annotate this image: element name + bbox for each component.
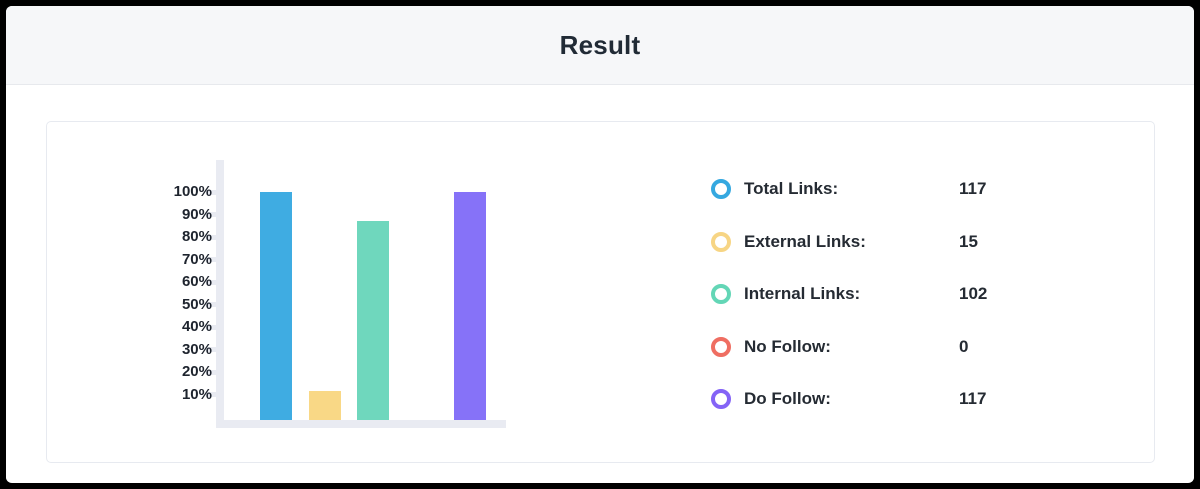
legend-row-total-links: Total Links: 117 — [711, 177, 986, 201]
bar-total-links — [260, 192, 292, 420]
y-axis-tick — [206, 302, 217, 307]
bar-external-links — [308, 390, 341, 420]
y-axis-label: 20% — [181, 363, 212, 380]
bar-internal-links — [357, 221, 389, 420]
legend-row-external-links: External Links: 15 — [711, 230, 978, 254]
y-axis-tick — [206, 324, 217, 330]
result-header: Result — [6, 6, 1194, 85]
result-window: Result 100% 90% 80% 70% 60% 50% 40% 30% 20% 10% T… — [6, 6, 1194, 483]
legend-row-no-follow: No Follow: 0 — [711, 335, 968, 359]
y-axis-label: 100% — [173, 183, 212, 200]
y-axis-label: 60% — [181, 273, 212, 290]
legend-ring-icon — [711, 336, 731, 357]
body-area: 100% 90% 80% 70% 60% 50% 40% 30% 20% 10% Total Li… — [6, 85, 1194, 482]
legend-ring-icon — [711, 389, 731, 410]
y-axis-tick — [206, 347, 217, 352]
y-axis-label: 30% — [181, 340, 212, 358]
legend-label: Total Links: — [744, 179, 839, 198]
legend-row-internal-links: Internal Links: 102 — [711, 282, 987, 306]
legend-label: Do Follow: — [744, 389, 831, 409]
y-axis-tick — [206, 369, 217, 375]
y-axis-label: 70% — [181, 250, 212, 268]
legend-row-do-follow: Do Follow: 117 — [711, 387, 986, 411]
result-card: 100% 90% 80% 70% 60% 50% 40% 30% 20% 10% Total Li… — [46, 121, 1155, 463]
legend-label: Internal Links: — [744, 284, 861, 304]
legend-value: 0 — [959, 336, 969, 356]
y-axis-label: 10% — [181, 385, 212, 403]
y-axis-tick — [206, 392, 217, 397]
legend-value: 117 — [959, 179, 987, 198]
legend-value: 102 — [959, 284, 988, 304]
y-axis-tick — [206, 189, 217, 195]
legend-ring-icon — [711, 231, 731, 252]
legend-ring-icon — [711, 284, 731, 305]
page-title: Result — [559, 29, 641, 60]
y-axis — [216, 160, 224, 428]
y-axis-tick — [206, 234, 217, 240]
legend-ring-icon — [711, 179, 731, 199]
y-axis-label: 80% — [181, 228, 212, 245]
y-axis-tick — [206, 279, 217, 285]
x-axis — [216, 420, 506, 428]
y-axis-label: 50% — [181, 295, 212, 313]
bar-do-follow — [454, 192, 486, 420]
y-axis-label: 40% — [181, 318, 212, 335]
legend-value: 117 — [959, 389, 987, 409]
links-bar-chart: 100% 90% 80% 70% 60% 50% 40% 30% 20% 10% — [47, 122, 607, 462]
y-axis-tick — [206, 257, 217, 262]
legend-label: No Follow: — [744, 336, 831, 356]
legend-value: 15 — [959, 231, 978, 251]
y-axis-tick — [206, 212, 217, 217]
legend-label: External Links: — [744, 231, 866, 251]
y-axis-label: 90% — [181, 205, 212, 223]
